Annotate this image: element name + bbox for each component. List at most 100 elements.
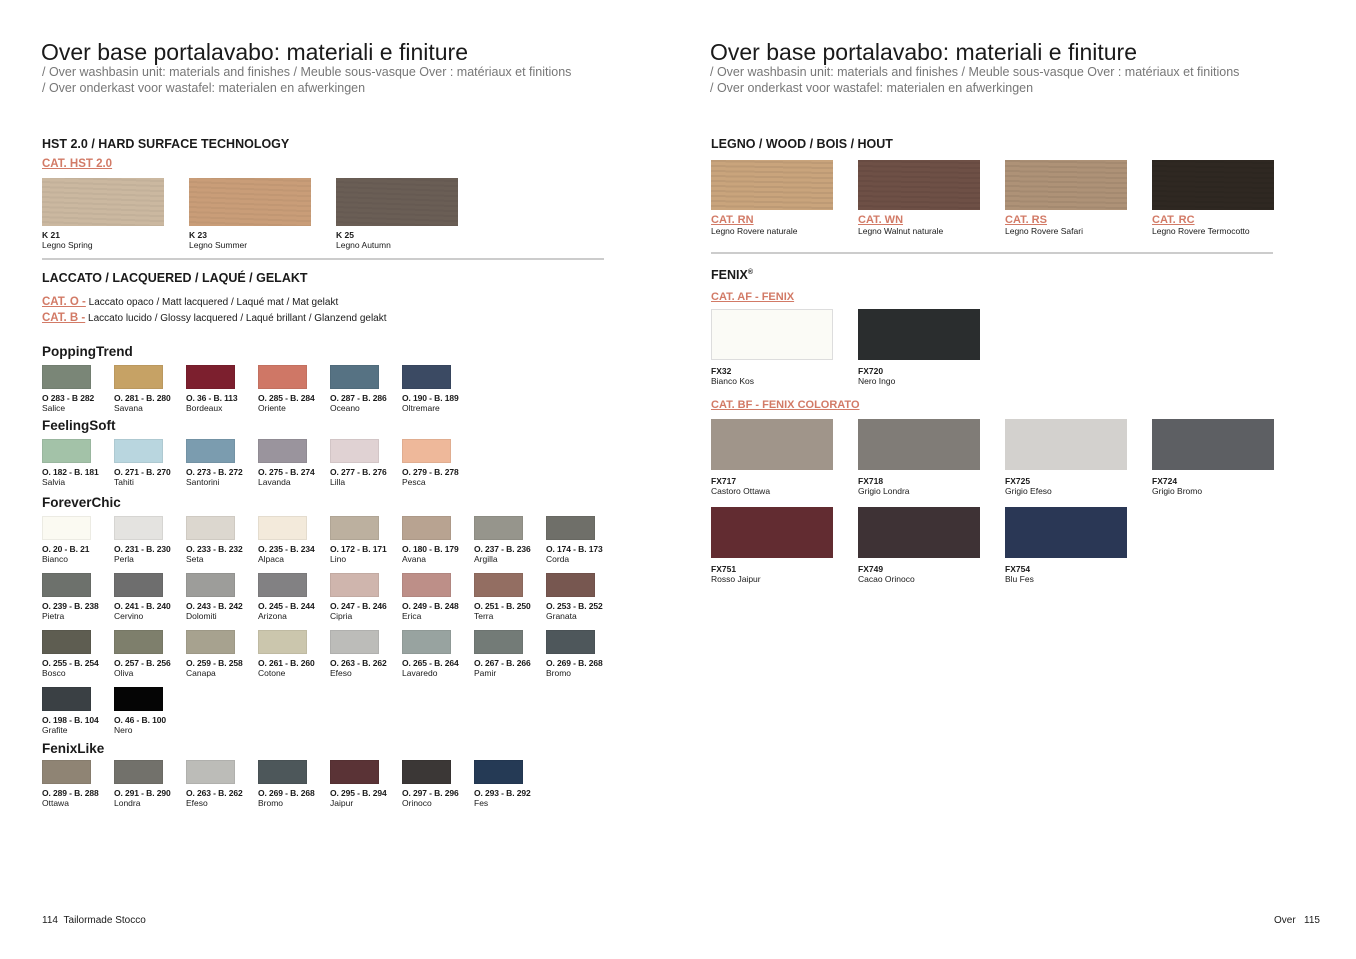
color-swatch-item: O. 239 - B. 238 Pietra [42,573,114,629]
swatch-code: O. 237 - B. 236 [474,544,531,554]
swatch-code: O. 247 - B. 246 [330,601,387,611]
swatch-name: Alpaca [258,554,284,564]
color-swatch-item: O. 231 - B. 230 Perla [114,516,186,572]
color-swatch-item: O. 180 - B. 179 Avana [402,516,474,572]
color-swatch [186,516,235,540]
swatch-code: O. 245 - B. 244 [258,601,315,611]
swatch-name: Savana [114,403,143,413]
footer-name: Over [1274,915,1296,926]
swatch-name: Ottawa [42,798,69,808]
color-swatch-item: O. 247 - B. 246 Cipria [330,573,402,629]
swatch-code: O. 265 - B. 264 [402,658,459,668]
swatch-code: FX725 [1005,476,1031,486]
color-swatch-item: O. 275 - B. 274 Lavanda [258,439,330,495]
swatch-code: O. 271 - B. 270 [114,467,171,477]
fenix-heading: FENIX® [711,268,753,282]
color-swatch-item: O. 271 - B. 270 Tahiti [114,439,186,495]
swatch-code: O. 263 - B. 262 [186,788,243,798]
swatch-name: Lino [330,554,347,564]
swatch-name: Legno Walnut naturale [858,226,944,236]
swatch-code: O. 251 - B. 250 [474,601,531,611]
fenix-swatch [1005,419,1127,470]
group-title-foreverchic: ForeverChic [42,495,121,510]
color-swatch [546,573,595,597]
color-swatch [330,573,379,597]
fenix-item: FX718 Grigio Londra [858,419,1005,496]
page-title-left: Over base portalavabo: materiali e finit… [41,39,468,65]
color-swatch [258,439,307,463]
swatch-name: Efeso [186,798,208,808]
swatch-code: O. 180 - B. 179 [402,544,459,554]
swatch-name: Lavanda [258,477,291,487]
color-swatch [42,687,91,711]
color-swatch [258,760,307,784]
swatch-name: Seta [186,554,204,564]
swatch-code: FX717 [711,476,737,486]
swatch-code: O. 241 - B. 240 [114,601,171,611]
swatch-name: Dolomiti [186,611,217,621]
swatch-name: Legno Rovere Termocotto [1152,226,1250,236]
color-swatch [402,630,451,654]
color-swatch-item: O. 263 - B. 262 Efeso [186,760,258,816]
swatch-code: O. 267 - B. 266 [474,658,531,668]
wood-swatch [42,178,164,226]
fenix-item: FX724 Grigio Bromo [1152,419,1299,496]
swatch-code: FX718 [858,476,884,486]
fenix-swatch [858,309,980,360]
color-swatch [42,439,91,463]
legno-item: CAT. RC Legno Rovere Termocotto [1152,160,1299,236]
swatch-name: Cervino [114,611,144,621]
swatch-name: Salvia [42,477,66,487]
hst-item: K 21 Legno Spring [42,178,189,250]
color-swatch [330,365,379,389]
wood-swatch [858,160,980,210]
swatch-name: Castoro Ottawa [711,486,771,496]
swatch-code: O. 261 - B. 260 [258,658,315,668]
color-swatch-item: O. 172 - B. 171 Lino [330,516,402,572]
swatch-grid-fenixlike: O. 289 - B. 288 Ottawa O. 291 - B. 290 Lond… [42,760,618,816]
swatch-name: Nero Ingo [858,376,896,386]
color-swatch [258,365,307,389]
swatch-grid-foreverchic: O. 20 - B. 21 Bianco O. 231 - B. 230 Perla O… [42,516,618,743]
swatch-code: O. 182 - B. 181 [42,467,99,477]
legno-item: CAT. WN Legno Walnut naturale [858,160,1005,236]
swatch-code: O. 291 - B. 290 [114,788,171,798]
page-number: 115 [1304,915,1320,926]
legno-swatches: CAT. RN Legno Rovere naturale CAT. WN Legno… [711,160,1299,236]
fenix-swatch [858,507,980,558]
color-swatch [402,365,451,389]
swatch-code: O. 239 - B. 238 [42,601,99,611]
color-swatch-item: O. 235 - B. 234 Alpaca [258,516,330,572]
color-swatch [186,760,235,784]
color-swatch-item: O. 263 - B. 262 Efeso [330,630,402,686]
swatch-name: Cipria [330,611,353,621]
cat-b-text: Laccato lucido / Glossy lacquered / Laqu… [88,313,387,324]
swatch-code: O. 259 - B. 258 [186,658,243,668]
swatch-name: Bianco [42,554,68,564]
color-swatch-item: O. 233 - B. 232 Seta [186,516,258,572]
cat-o-text: Laccato opaco / Matt lacquered / Laqué m… [88,297,339,308]
color-swatch-item: O. 291 - B. 290 Londra [114,760,186,816]
color-swatch-item: O. 46 - B. 100 Nero [114,687,186,743]
swatch-name: Grigio Bromo [1152,486,1203,496]
color-swatch-item: O. 289 - B. 288 Ottawa [42,760,114,816]
swatch-code: O. 257 - B. 256 [114,658,171,668]
laccato-heading: LACCATO / LACQUERED / LAQUÉ / GELAKT [42,271,308,285]
color-swatch-item: O. 198 - B. 104 Grafite [42,687,114,743]
swatch-name: Canapa [186,668,216,678]
footer-left: 114 Tailormade Stocco [42,915,146,926]
swatch-code: O. 293 - B. 292 [474,788,531,798]
swatch-name: Pietra [42,611,65,621]
color-swatch-item: O. 241 - B. 240 Cervino [114,573,186,629]
swatch-code: O. 198 - B. 104 [42,715,99,725]
swatch-code: O. 269 - B. 268 [546,658,603,668]
fenix-item: FX725 Grigio Efeso [1005,419,1152,496]
color-swatch [186,573,235,597]
color-swatch-item: O. 190 - B. 189 Oltremare [402,365,474,421]
color-swatch-item: O. 245 - B. 244 Arizona [258,573,330,629]
swatch-name: Fes [474,798,489,808]
color-swatch [546,630,595,654]
swatch-name: Salice [42,403,66,413]
color-swatch [258,516,307,540]
color-swatch [330,439,379,463]
